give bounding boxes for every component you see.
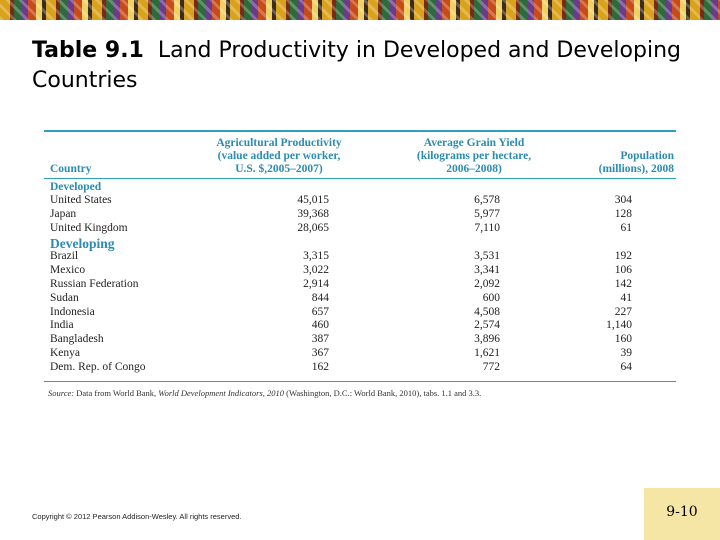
cell-population: 304 (614, 194, 632, 206)
title-text: Land Productivity in Developed and Devel… (32, 38, 681, 93)
cell-country: Sudan (50, 291, 79, 304)
table-row: Indonesia 657 4,508 227 (44, 306, 676, 320)
cell-agri: 460 (311, 319, 329, 332)
cell-country: Mexico (50, 264, 86, 277)
productivity-table: Country Agricultural Productivity (value… (44, 130, 676, 398)
header-population: Population (millions), 2008 (574, 150, 674, 176)
cell-agri: 28,065 (297, 221, 329, 234)
header-agri-line3: U.S. $,2005–2007) (235, 163, 323, 175)
header-pop-line2: (millions), 2008 (598, 163, 674, 175)
cell-population: 61 (620, 221, 633, 234)
cell-agri: 45,015 (297, 194, 329, 206)
source-post: (Washington, D.C.: World Bank, 2010), ta… (286, 387, 482, 398)
cell-agri: 657 (311, 305, 329, 318)
source-label: Source: (48, 387, 75, 398)
cell-agri: 3,022 (303, 264, 329, 277)
cell-population: 41 (620, 291, 633, 304)
page-number: 9-10 (644, 488, 720, 540)
header-agri-line1: Agricultural Productivity (216, 137, 342, 149)
cell-population: 106 (614, 264, 632, 277)
cell-population: 142 (614, 277, 632, 290)
table-row: Japan 39,368 5,977 128 (44, 208, 676, 222)
cell-grain: 772 (482, 360, 500, 373)
cell-country: Indonesia (50, 305, 95, 318)
table-row: Kenya 367 1,621 39 (44, 347, 676, 361)
cell-grain: 3,531 (474, 250, 500, 263)
group-developing: Developing (50, 236, 115, 252)
cell-population: 128 (614, 207, 632, 220)
source-title: World Development Indicators, 2010 (158, 387, 285, 398)
cell-population: 64 (620, 360, 633, 373)
table-row: Russian Federation 2,914 2,092 142 (44, 278, 676, 292)
cell-country: Bangladesh (50, 333, 104, 346)
cell-grain: 2,574 (474, 319, 500, 332)
table-bottom-rule (44, 380, 676, 382)
cell-country: Brazil (50, 250, 79, 263)
header-grain-line1: Average Grain Yield (423, 137, 525, 149)
header-agri-line2: (value added per worker, (217, 150, 341, 162)
cell-grain: 6,578 (474, 194, 500, 206)
developed-rows: United States 45,015 6,578 304 Japan 39,368 5,… (44, 194, 676, 235)
table-source: Source: Data from World Bank, World Deve… (44, 388, 676, 398)
header-grain-line3: 2006–2008) (446, 163, 502, 175)
cell-grain: 1,621 (474, 346, 500, 359)
slide-title: Table 9.1 Land Productivity in Developed… (32, 36, 692, 96)
title-number: Table 9.1 (32, 38, 144, 63)
developing-rows: Brazil 3,315 3,531 192 Mexico 3,022 3,341 106 Ru… (44, 250, 676, 374)
cell-country: United States (50, 194, 112, 206)
cell-agri: 39,368 (297, 207, 329, 220)
cell-country: Russian Federation (50, 277, 139, 290)
table-row: India 460 2,574 1,140 (44, 319, 676, 333)
table-row: Dem. Rep. of Congo 162 772 64 (44, 361, 676, 375)
cell-population: 160 (614, 333, 632, 346)
cell-agri: 367 (311, 346, 329, 359)
header-country: Country (50, 163, 92, 175)
table-row: Bangladesh 387 3,896 160 (44, 333, 676, 347)
cell-population: 227 (614, 305, 632, 318)
cell-grain: 2,092 (474, 277, 500, 290)
cell-grain: 600 (482, 291, 500, 304)
header-grain-line2: (kilograms per hectare, (416, 150, 532, 162)
cell-grain: 3,341 (474, 264, 500, 277)
table-top-rule (44, 130, 676, 132)
cell-grain: 4,508 (474, 305, 500, 318)
cell-country: Japan (50, 207, 77, 220)
cell-country: Kenya (50, 346, 81, 359)
header-pop-line1: Population (620, 150, 674, 162)
header-agricultural-productivity: Agricultural Productivity (value added p… (194, 137, 364, 176)
table-row: United Kingdom 28,065 7,110 61 (44, 222, 676, 236)
cell-agri: 3,315 (303, 250, 329, 263)
table-row: Sudan 844 600 41 (44, 292, 676, 306)
table-header: Country Agricultural Productivity (value… (44, 132, 676, 179)
table-row: Mexico 3,022 3,341 106 (44, 264, 676, 278)
cell-grain: 5,977 (474, 207, 500, 220)
decorative-banner (0, 0, 720, 20)
cell-population: 39 (620, 346, 633, 359)
cell-grain: 3,896 (474, 333, 500, 346)
cell-grain: 7,110 (474, 221, 500, 234)
table-row: United States 45,015 6,578 304 (44, 194, 676, 208)
cell-agri: 844 (311, 291, 329, 304)
header-grain-yield: Average Grain Yield (kilograms per hecta… (394, 137, 554, 176)
cell-population: 192 (614, 250, 632, 263)
cell-country: India (50, 319, 74, 332)
cell-agri: 162 (311, 360, 329, 373)
source-pre: Data from World Bank, (76, 387, 157, 398)
table-row: Brazil 3,315 3,531 192 (44, 250, 676, 264)
cell-country: Dem. Rep. of Congo (50, 360, 146, 373)
copyright: Copyright © 2012 Pearson Addison-Wesley.… (32, 512, 242, 521)
cell-agri: 387 (311, 333, 329, 346)
cell-country: United Kingdom (50, 221, 128, 234)
group-developed: Developed (50, 181, 102, 193)
cell-population: 1,140 (606, 319, 632, 332)
cell-agri: 2,914 (303, 277, 329, 290)
